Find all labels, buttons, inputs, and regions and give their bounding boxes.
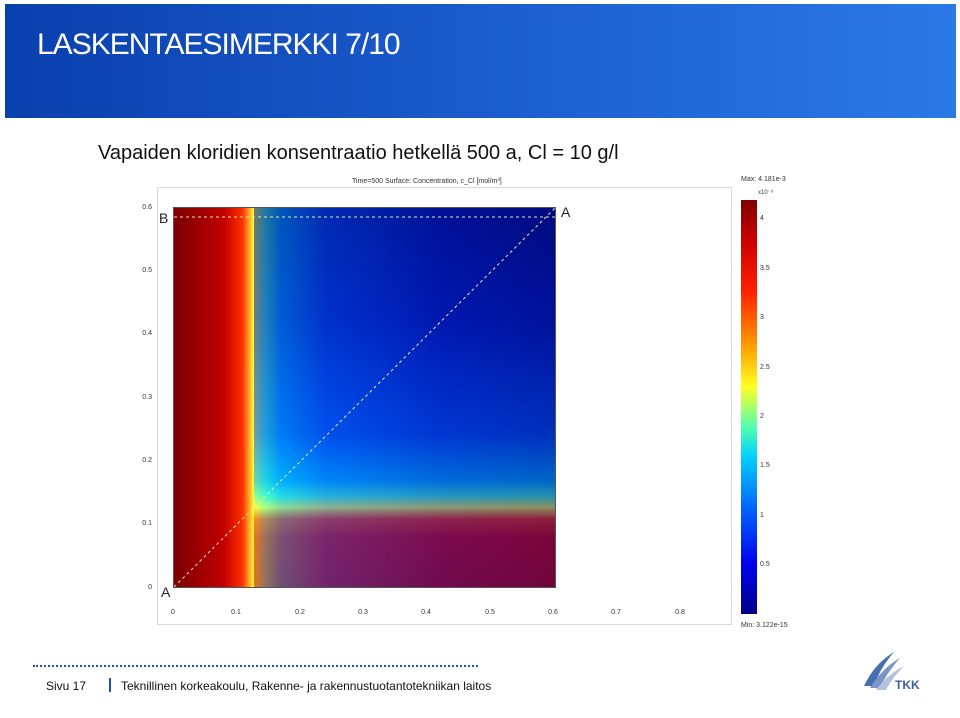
- y-tick-label: 0: [148, 584, 152, 591]
- y-tick-label: 0.5: [142, 267, 152, 274]
- y-tick-label: 0.6: [142, 204, 152, 211]
- colorbar-exponent: x10⁻³: [758, 190, 773, 196]
- concentration-surface: [173, 207, 556, 588]
- footer-separator: [109, 678, 111, 692]
- title-bar: LASKENTAESIMERKKI 7/10: [5, 4, 956, 118]
- x-tick-label: 0: [171, 609, 175, 616]
- colorbar-tick-label: 1: [760, 512, 764, 519]
- plot-title: Time=500 Surface: Concentration, c_Cl [m…: [352, 178, 502, 185]
- tkk-logo: TKK: [860, 646, 926, 694]
- slide-title: LASKENTAESIMERKKI 7/10: [37, 28, 401, 61]
- footer-divider: [33, 665, 478, 667]
- logo-text: TKK: [895, 678, 920, 692]
- x-tick-label: 0.4: [421, 609, 431, 616]
- colorbar: [741, 200, 757, 614]
- footer-organization: Teknillinen korkeakoulu, Rakenne- ja rak…: [121, 679, 492, 693]
- colorbar-tick-label: 2: [760, 413, 764, 420]
- slide-subtitle: Vapaiden kloridien konsentraatio hetkell…: [98, 142, 619, 164]
- colorbar-tick-label: 4: [760, 215, 764, 222]
- x-tick-label: 0.1: [231, 609, 241, 616]
- colorbar-tick-label: 2.5: [760, 364, 770, 371]
- colorbar-min-label: Min: 3.122e-15: [741, 622, 788, 629]
- x-tick-label: 0.8: [675, 609, 685, 616]
- point-label-a-bottom: A: [161, 584, 171, 600]
- y-tick-label: 0.1: [142, 520, 152, 527]
- colorbar-tick-label: 0.5: [760, 561, 770, 568]
- colorbar-tick-label: 1.5: [760, 462, 770, 469]
- y-tick-label: 0.3: [142, 394, 152, 401]
- x-tick-label: 0.7: [611, 609, 621, 616]
- point-label-b: B: [159, 210, 169, 226]
- colorbar-tick-label: 3.5: [760, 265, 770, 272]
- x-tick-label: 0.2: [295, 609, 305, 616]
- y-tick-label: 0.4: [142, 330, 152, 337]
- x-tick-label: 0.3: [358, 609, 368, 616]
- page-number: Sivu 17: [46, 679, 87, 693]
- x-tick-label: 0.6: [548, 609, 558, 616]
- colorbar-max-label: Max: 4.181e-3: [741, 176, 786, 183]
- colorbar-tick-label: 3: [760, 314, 764, 321]
- point-label-a-top: A: [561, 204, 571, 220]
- y-tick-label: 0.2: [142, 457, 152, 464]
- plot-frame: [157, 187, 732, 625]
- x-tick-label: 0.5: [485, 609, 495, 616]
